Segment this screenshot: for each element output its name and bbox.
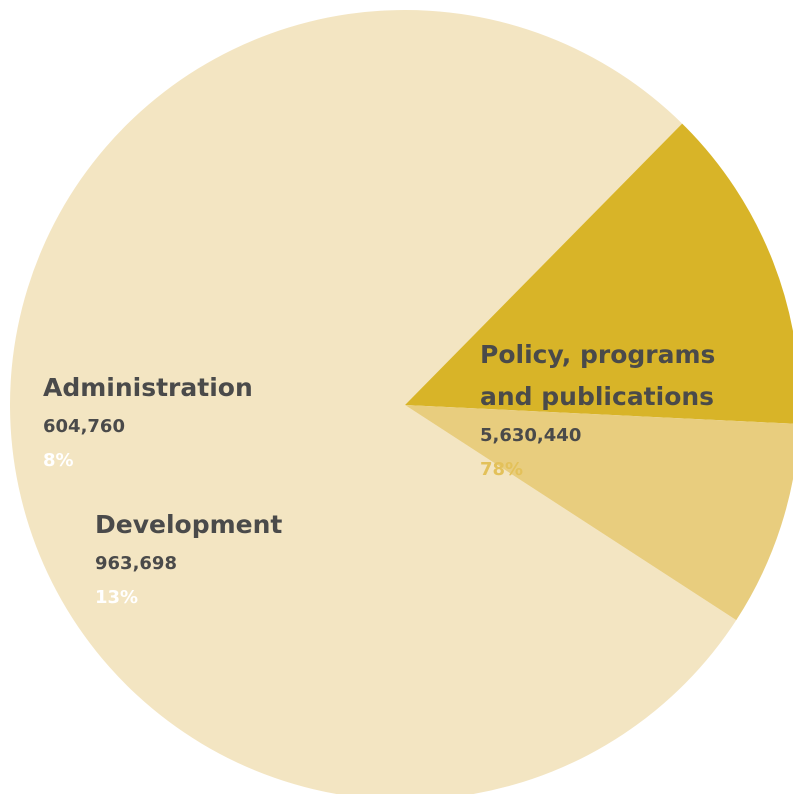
slice-label-0: Policy, programs and publications 5,630,44… (480, 340, 715, 480)
slice-name-0-0: Policy, programs (480, 340, 715, 369)
slice-name-1-0: Development (95, 510, 282, 539)
pie-slices (10, 10, 793, 794)
pie-labels: Policy, programs and publications 5,630,44… (43, 340, 715, 608)
slice-percent-1: 13% (95, 587, 138, 608)
slice-name-2-0: Administration (43, 373, 253, 402)
slice-value-0: 5,630,440 (480, 425, 581, 446)
pie-slice-0 (10, 10, 737, 794)
slice-label-1: Development 963,698 13% (95, 510, 282, 608)
slice-name-0-1: and publications (480, 382, 714, 411)
slice-label-2: Administration 604,760 8% (43, 373, 253, 471)
slice-percent-2: 8% (43, 450, 74, 471)
slice-percent-0: 78% (480, 459, 523, 480)
slice-value-2: 604,760 (43, 416, 125, 437)
pie-slice-2 (405, 405, 793, 621)
pie-slice-1 (405, 123, 793, 424)
slice-value-1: 963,698 (95, 553, 177, 574)
